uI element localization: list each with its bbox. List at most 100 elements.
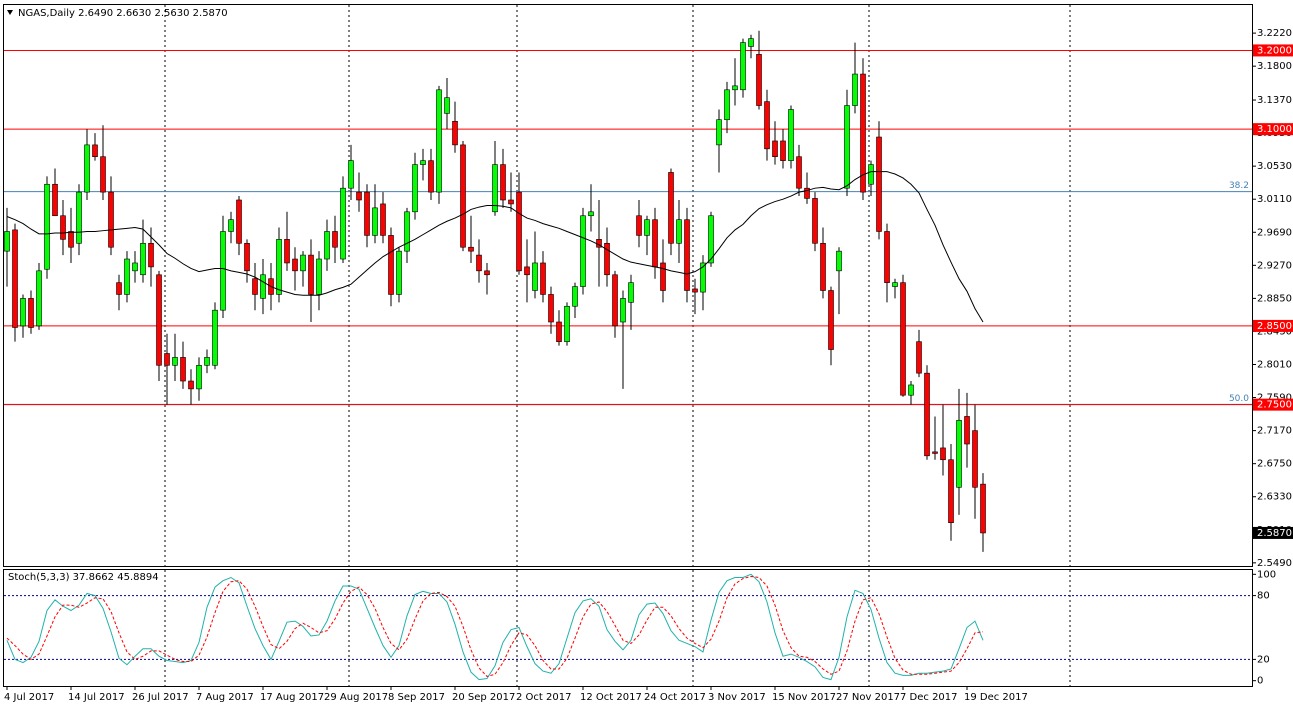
- x-tick-label: 7 Aug 2017: [196, 692, 254, 703]
- y-tick-label: 2.8430: [1257, 326, 1292, 337]
- y-tick-label: 3.1800: [1257, 61, 1292, 72]
- candle-body: [140, 242, 146, 276]
- y-tick-label: 80: [1257, 591, 1270, 602]
- candle-body: [860, 73, 866, 193]
- candle-body: [364, 191, 370, 236]
- candle-body: [964, 416, 970, 445]
- candle-body: [548, 294, 554, 323]
- y-tick-label: 3.1370: [1257, 95, 1292, 106]
- stoch-header: Stoch(5,3,3) 37.8662 45.8894: [8, 572, 159, 583]
- candle-body: [228, 219, 234, 232]
- candle-body: [324, 231, 330, 260]
- candle-body: [732, 85, 738, 91]
- candle-body: [668, 172, 674, 244]
- level-label: 2.8500: [1257, 321, 1292, 332]
- candle-body: [148, 242, 154, 268]
- candle-body: [508, 199, 514, 205]
- candle-body: [84, 144, 90, 193]
- candle-body: [4, 231, 10, 252]
- candle-body: [924, 372, 930, 457]
- candle-body: [604, 242, 610, 276]
- candle-body: [300, 254, 306, 272]
- fib-label: 50.0: [1229, 394, 1249, 404]
- collapse-arrow: [7, 10, 13, 15]
- candle-body: [236, 199, 242, 244]
- k-value: 37.8662: [73, 572, 114, 583]
- y-tick-label: 2.6330: [1257, 492, 1292, 503]
- candle-body: [420, 160, 426, 165]
- candle-body: [916, 341, 922, 374]
- y-tick-label: 2.8010: [1257, 359, 1292, 370]
- x-tick-label: 17 Aug 2017: [260, 692, 324, 703]
- candle-body: [172, 357, 178, 366]
- candle-body: [940, 447, 946, 461]
- candle-body: [372, 207, 378, 236]
- candle-body: [836, 250, 842, 272]
- candle-body: [52, 183, 58, 217]
- period-separators: [164, 5, 1071, 686]
- candle-body: [892, 282, 898, 287]
- x-tick-label: 20 Sep 2017: [452, 692, 515, 703]
- candle-body: [868, 164, 874, 185]
- candle-body: [532, 262, 538, 291]
- x-tick-label: 29 Aug 2017: [324, 692, 388, 703]
- level-label: 3.1000: [1257, 124, 1292, 135]
- candle-body: [404, 211, 410, 252]
- x-tick-label: 26 Jul 2017: [132, 692, 189, 703]
- plot-layer: 3.22203.18003.13703.09503.05303.01102.96…: [4, 28, 1293, 703]
- candle-body: [492, 164, 498, 213]
- candle-body: [484, 270, 490, 276]
- open-value: 2.6490: [78, 8, 113, 19]
- candle-body: [748, 38, 754, 47]
- candle-body: [900, 282, 906, 396]
- level-label-box: [1253, 398, 1293, 411]
- candle-body: [516, 191, 522, 272]
- candle-body: [188, 380, 194, 390]
- level-label: 3.2000: [1257, 45, 1292, 56]
- price-header: NGAS,Daily 2.6490 2.6630 2.5630 2.5870: [18, 8, 228, 19]
- y-tick-label: 2.5490: [1257, 558, 1292, 569]
- candle-body: [388, 235, 394, 295]
- candle-body: [660, 262, 666, 291]
- candle-body: [380, 203, 386, 236]
- candle-body: [428, 160, 434, 193]
- x-tick-label: 8 Sep 2017: [388, 692, 445, 703]
- candle-body: [436, 89, 442, 193]
- candle-body: [180, 357, 186, 382]
- x-tick-label: 12 Oct 2017: [580, 692, 642, 703]
- candle-body: [252, 278, 258, 295]
- candle-body: [540, 262, 546, 295]
- candle-body: [348, 160, 354, 189]
- candle-body: [644, 219, 650, 236]
- y-tick-label: 0: [1257, 676, 1263, 687]
- candle-body: [44, 183, 50, 270]
- y-tick-label: 2.6750: [1257, 459, 1292, 470]
- candle-body: [676, 219, 682, 244]
- candle-body: [572, 286, 578, 307]
- candle-body: [956, 420, 962, 488]
- candle-body: [564, 305, 570, 342]
- x-tick-label: 3 Nov 2017: [708, 692, 766, 703]
- candle-body: [708, 215, 714, 264]
- candle-body: [580, 215, 586, 287]
- candle-body: [820, 242, 826, 291]
- stoch-line: [6, 573, 984, 681]
- candle-body: [460, 144, 466, 248]
- candle-body: [636, 215, 642, 236]
- candle-body: [700, 262, 706, 293]
- candle-body: [132, 262, 138, 272]
- candle-body: [20, 298, 26, 327]
- candle-body: [444, 97, 450, 114]
- candle-body: [788, 109, 794, 161]
- candle-body: [524, 266, 530, 276]
- candle-body: [340, 187, 346, 260]
- candle-body: [620, 298, 626, 323]
- candle-body: [260, 274, 266, 299]
- candle-body: [876, 136, 882, 232]
- candle-body: [628, 282, 634, 303]
- d-value: 45.8894: [117, 572, 158, 583]
- candle-body: [124, 258, 130, 295]
- y-tick-label: 3.0530: [1257, 161, 1292, 172]
- candle-body: [284, 239, 290, 264]
